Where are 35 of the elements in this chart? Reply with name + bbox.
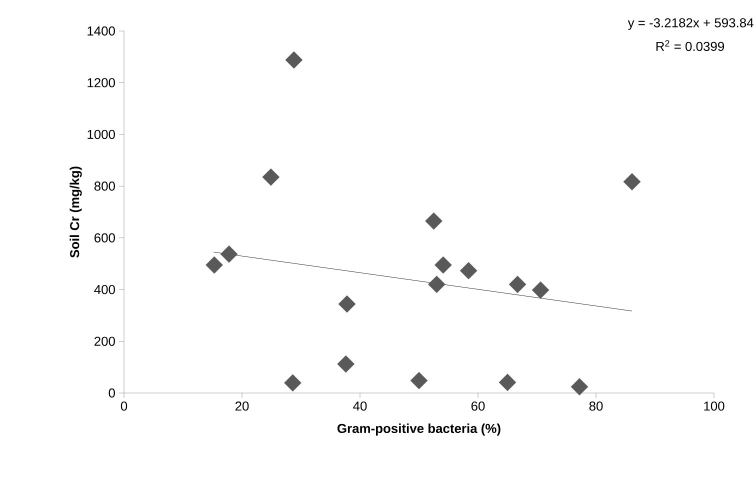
y-tick-label: 1200 bbox=[88, 78, 115, 88]
y-axis-title: Soil Cr (mg/kg) bbox=[70, 166, 82, 258]
y-tick-label: 400 bbox=[94, 284, 115, 294]
x-tick-label: 80 bbox=[589, 402, 603, 411]
point bbox=[508, 276, 526, 294]
point bbox=[623, 173, 641, 190]
point bbox=[434, 256, 452, 274]
y-tick-label: 200 bbox=[94, 336, 115, 346]
point bbox=[410, 372, 428, 390]
x-tick-label: 20 bbox=[235, 402, 249, 411]
point bbox=[284, 374, 302, 392]
y-tick-label: 800 bbox=[94, 182, 115, 191]
x-axis-title: Gram-positive bacteria (%) bbox=[337, 424, 500, 436]
y-tick-label: 1400 bbox=[88, 26, 115, 36]
point bbox=[428, 276, 446, 294]
point bbox=[262, 168, 280, 186]
y-tick-label: 600 bbox=[94, 233, 115, 242]
point bbox=[570, 378, 588, 396]
x-tick-label: 60 bbox=[471, 402, 485, 411]
point bbox=[337, 355, 355, 373]
point bbox=[460, 262, 478, 280]
point bbox=[532, 281, 550, 299]
point bbox=[285, 51, 303, 69]
y-tick-label: 1000 bbox=[88, 130, 115, 140]
x-tick-label: 100 bbox=[704, 402, 724, 411]
point bbox=[498, 374, 516, 392]
x-tick-label: 40 bbox=[353, 402, 367, 411]
x-tick-label: 0 bbox=[120, 402, 128, 411]
y-tick-label: 0 bbox=[108, 388, 115, 398]
point bbox=[220, 245, 238, 263]
point bbox=[425, 212, 442, 230]
annotation: R$^{2}$ = 0.0399 bbox=[656, 40, 724, 51]
point bbox=[206, 256, 223, 274]
point bbox=[338, 295, 356, 313]
text: y = -3.2182x + 593.84 bbox=[628, 18, 754, 30]
